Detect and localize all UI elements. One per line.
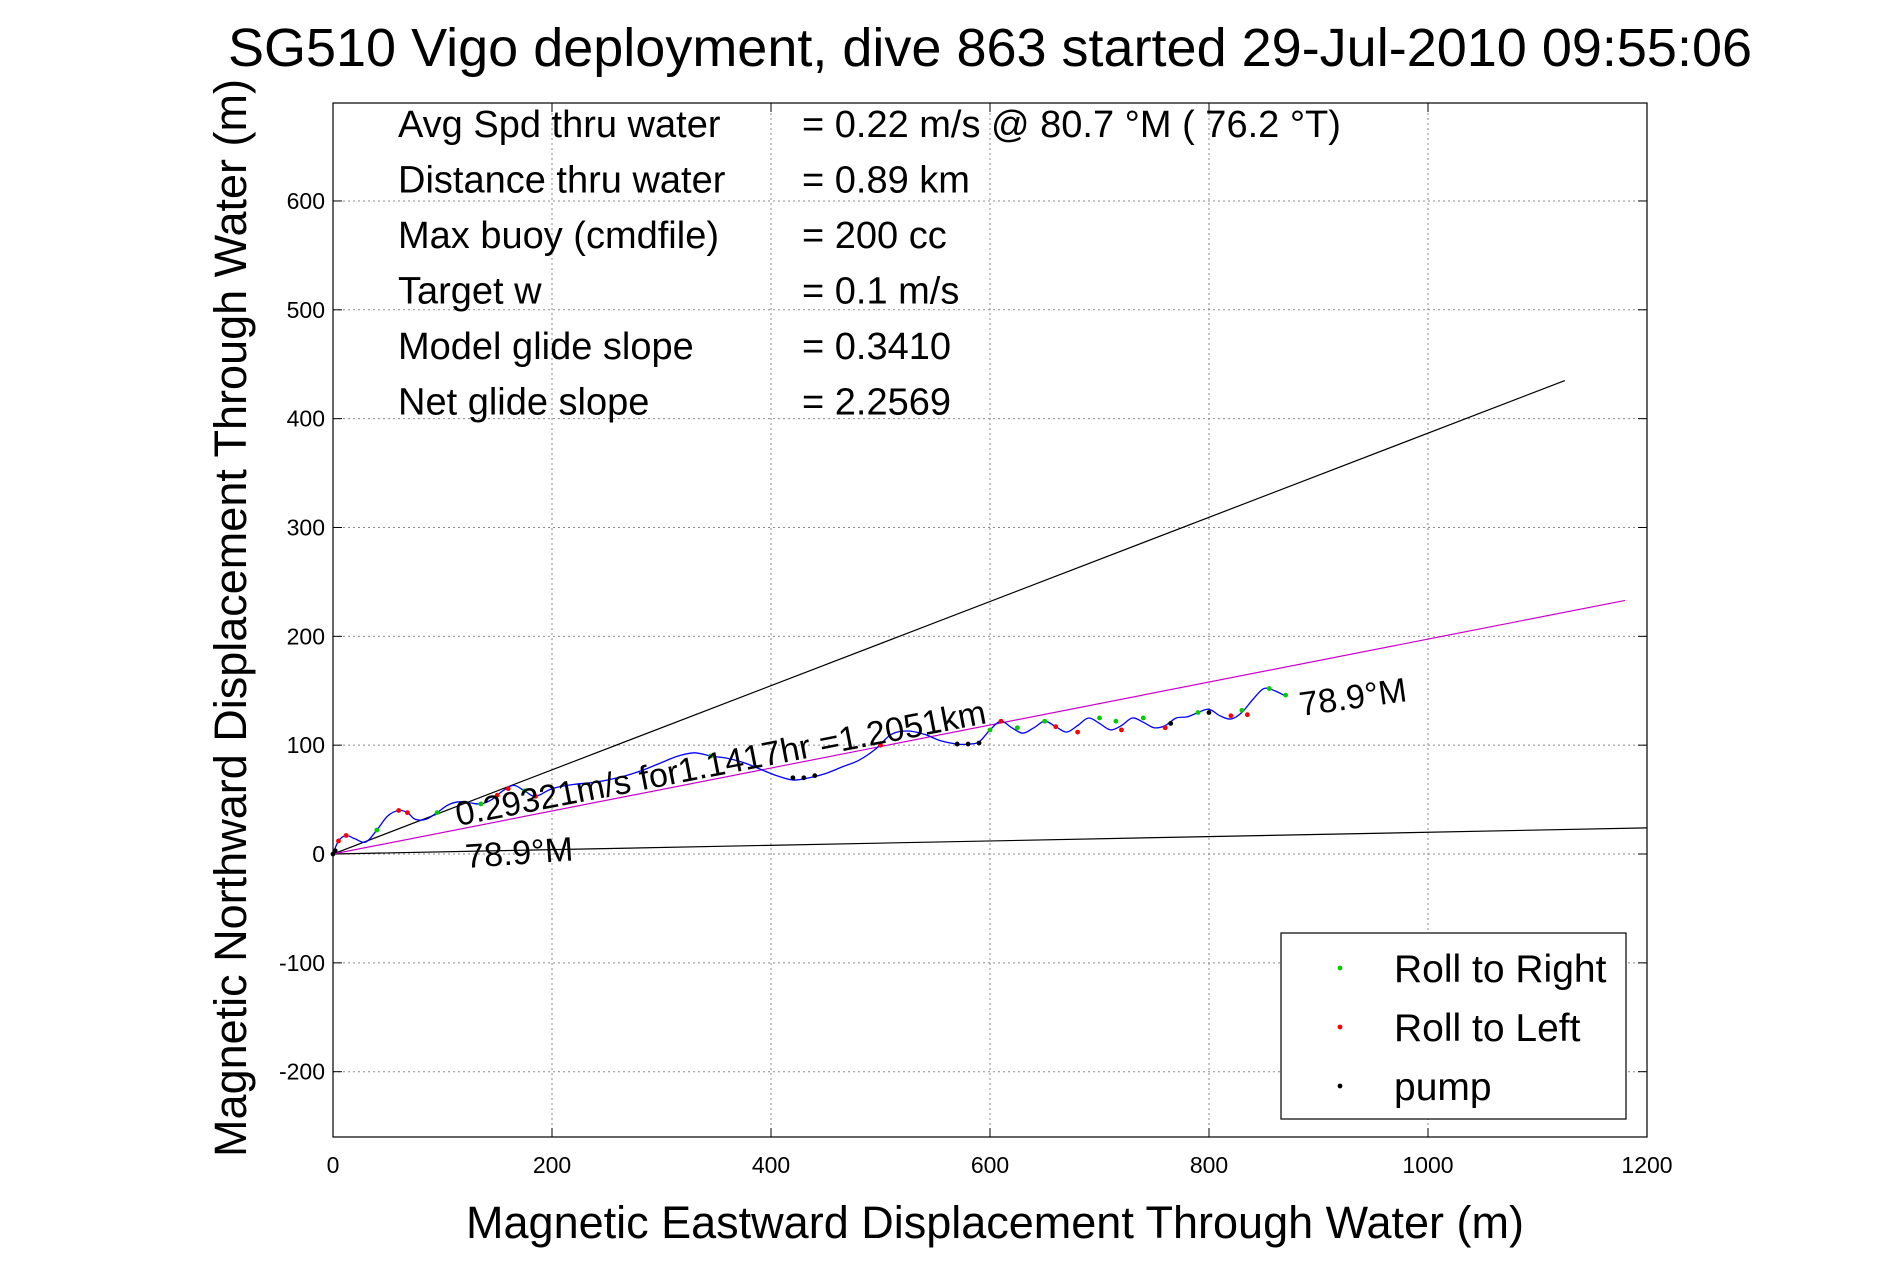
pump-marker [812, 773, 818, 779]
roll-to-right-marker [522, 788, 528, 794]
roll-to-right-marker [1014, 725, 1020, 731]
pump-marker [1168, 721, 1174, 726]
roll-to-left-marker [505, 786, 511, 792]
info-value: = 2.2569 [802, 382, 951, 424]
roll-to-left-marker [336, 838, 341, 844]
roll-to-right-marker [1113, 718, 1119, 724]
upper-bound-line [332, 379, 1566, 855]
info-value: = 0.22 m/s @ 80.7 °M ( 76.2 °T) [802, 104, 1341, 146]
roll-to-right-marker [1283, 692, 1289, 698]
roll-to-right-marker [1239, 707, 1245, 713]
track-series [332, 687, 1286, 855]
roll-to-left-marker [878, 742, 883, 748]
y-tick-label: -100 [279, 950, 325, 976]
y-tick-label: 600 [287, 188, 325, 214]
x-tick-label: 1000 [1402, 1152, 1453, 1178]
heading-annotation-end: 78.9°M [1297, 671, 1409, 724]
roll-to-right-marker [478, 801, 484, 807]
roll-to-left-marker [1119, 727, 1124, 733]
info-label: Net glide slope [398, 382, 649, 424]
roll-to-right-marker [1042, 718, 1048, 724]
y-tick-label: 200 [287, 623, 325, 649]
roll-to-right-marker [374, 827, 380, 833]
reference-lines [332, 379, 1648, 855]
roll-to-left-marker [343, 833, 349, 838]
roll-to-left-marker [1244, 712, 1250, 718]
roll-to-left-marker [1228, 713, 1234, 719]
roll-to-left-marker [1162, 725, 1168, 731]
roll-to-right-marker [434, 810, 440, 816]
markers [330, 686, 1289, 857]
info-value: = 0.89 km [802, 160, 970, 202]
roll-to-left-marker [1075, 729, 1080, 735]
y-tick-label: 500 [287, 297, 325, 323]
y-tick-label: 100 [287, 732, 325, 758]
legend-entry: pump [1394, 1066, 1492, 1109]
roll-to-left-marker [998, 718, 1004, 724]
roll-to-left-legend-marker [1337, 1024, 1343, 1030]
y-tick-label: 400 [287, 406, 325, 432]
info-label: Avg Spd thru water [398, 104, 721, 146]
roll-to-right-marker [1097, 715, 1102, 721]
y-tick-label: 0 [312, 841, 325, 867]
y-tick-label: -200 [279, 1059, 325, 1085]
axis-ticks: 0 200 400 600 800 1000 1200 -200 -100 0 100 200 300 4… [279, 103, 1673, 1178]
track-heading-line [332, 599, 1626, 855]
info-value: = 0.1 m/s [802, 271, 959, 313]
info-label: Target w [398, 271, 542, 313]
roll-to-left-marker [1053, 724, 1059, 730]
info-label: Model glide slope [398, 326, 694, 368]
x-tick-label: 1200 [1621, 1152, 1672, 1178]
roll-to-left-marker [533, 793, 538, 799]
chart-title: SG510 Vigo deployment, dive 863 started … [228, 18, 1752, 78]
y-tick-label: 300 [287, 514, 325, 540]
x-axis-label: Magnetic Eastward Displacement Through W… [466, 1197, 1524, 1248]
pump-legend-marker [1337, 1083, 1343, 1089]
legend: Roll to Right Roll to Left pump [1280, 932, 1627, 1120]
roll-to-right-marker [987, 727, 993, 733]
y-axis-label: Magnetic Northward Displacement Through … [205, 79, 256, 1157]
roll-to-left-marker [405, 810, 410, 816]
roll-to-right-legend-marker [1337, 965, 1343, 971]
info-label: Max buoy (cmdfile) [398, 215, 719, 257]
legend-entry: Roll to Left [1394, 1007, 1581, 1050]
lower-bound-line [332, 827, 1648, 855]
x-tick-label: 200 [533, 1152, 571, 1178]
x-tick-label: 800 [1190, 1152, 1228, 1178]
x-tick-label: 600 [971, 1152, 1009, 1178]
pump-marker [1206, 710, 1212, 715]
pump-marker [332, 848, 338, 854]
heading-annotation-start: 78.9°M [464, 831, 574, 876]
roll-to-right-marker [708, 753, 714, 759]
info-value: = 200 cc [802, 215, 947, 257]
roll-to-left-marker [494, 792, 500, 798]
roll-to-right-marker [1195, 710, 1201, 715]
pump-marker [801, 775, 807, 781]
pump-marker [976, 740, 982, 746]
x-tick-label: 0 [327, 1152, 340, 1178]
pump-marker [965, 741, 971, 747]
roll-to-right-marker [1140, 715, 1146, 721]
legend-entry: Roll to Right [1394, 948, 1607, 991]
speed-annotation: 0.29321m/s for1.1417hr =1.2051km [452, 694, 989, 834]
info-value: = 0.3410 [802, 326, 951, 368]
pump-marker [954, 741, 960, 747]
info-panel: Avg Spd thru water = 0.22 m/s @ 80.7 °M (… [398, 104, 1341, 424]
roll-to-right-marker [1266, 686, 1272, 691]
x-tick-label: 400 [752, 1152, 790, 1178]
track-line [332, 687, 1286, 855]
info-label: Distance thru water [398, 160, 726, 202]
pump-marker [790, 775, 796, 781]
roll-to-left-marker [396, 808, 402, 813]
